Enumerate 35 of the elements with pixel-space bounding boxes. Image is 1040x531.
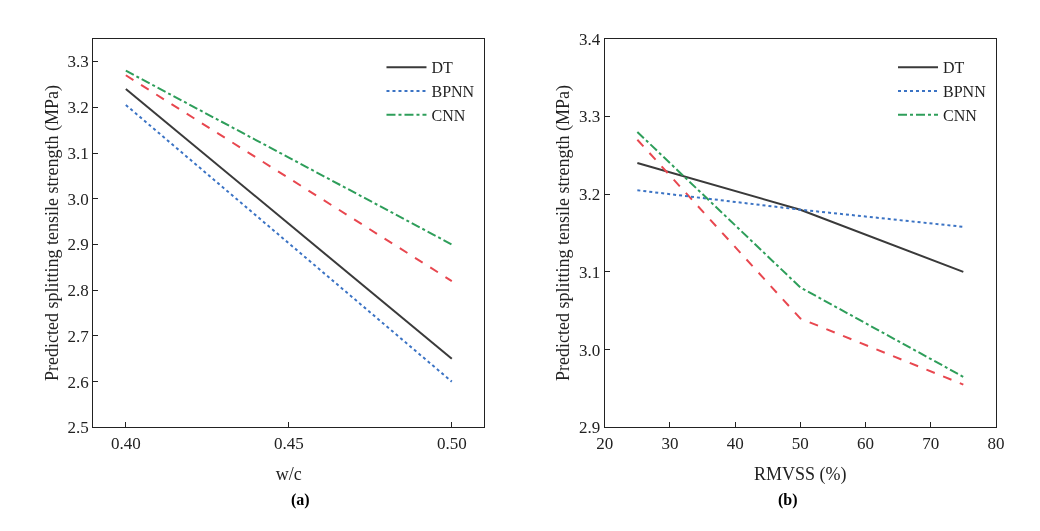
legend-label: CNN [431,107,466,125]
x-tick-label: 70 [922,433,940,453]
y-axis-title: Predicted splitting tensile strength (MPa) [41,85,63,381]
y-tick-label: 2.8 [67,281,89,301]
x-tick-label: 80 [987,433,1005,453]
legend-label: CNN [943,107,978,125]
y-axis-title: Predicted splitting tensile strength (MPa) [553,85,575,381]
x-axis-title: RMVSS (%) [754,463,847,485]
y-tick-label: 3.2 [579,185,601,205]
legend-label: BPNN [431,83,475,101]
x-tick-label: 60 [857,433,875,453]
legend-label: DT [943,59,965,77]
text: (a) [291,491,310,509]
x-tick-label: 0.50 [436,433,467,453]
y-tick-label: 3.3 [579,107,601,127]
y-tick-label: 2.9 [67,235,89,255]
y-tick-label: 3.2 [67,98,89,118]
y-tick-label: 3.4 [579,29,601,49]
y-tick-label: 3.0 [579,340,601,360]
y-tick-label: 2.6 [67,372,89,392]
y-tick-label: 3.1 [579,262,601,282]
legend-label: DT [431,59,454,77]
x-tick-label: 0.40 [110,433,141,453]
y-tick-label: 2.7 [67,326,90,346]
x-tick-label: 50 [791,433,809,453]
legend-label: BPNN [943,83,987,101]
x-axis-title: w/c [275,463,302,484]
y-tick-label: 3.1 [67,143,89,163]
x-tick-label: 0.45 [273,433,304,453]
text: (b) [778,491,798,509]
y-tick-label: 3.0 [67,189,89,209]
y-tick-label: 3.3 [67,52,89,72]
x-tick-label: 40 [726,433,744,453]
x-tick-label: 30 [661,433,679,453]
y-tick-label: 2.5 [67,418,89,438]
